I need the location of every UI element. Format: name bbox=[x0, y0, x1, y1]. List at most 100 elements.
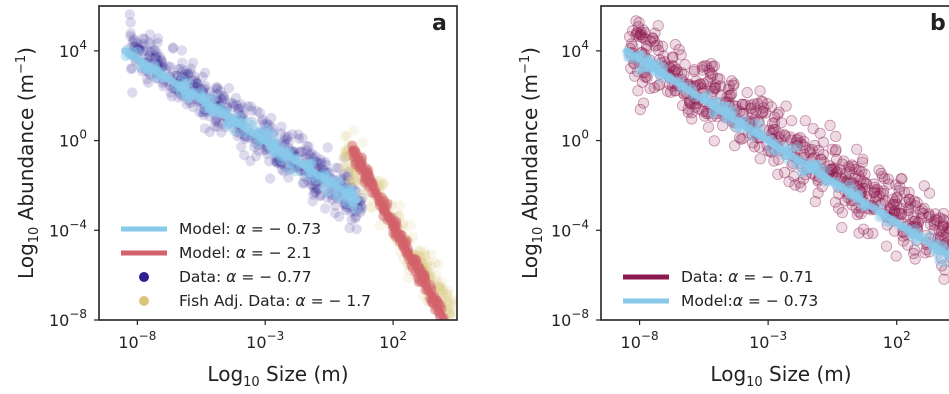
data-point bbox=[881, 241, 891, 251]
legend-entry-label: Model:α = − 0.73 bbox=[681, 292, 818, 310]
data-point bbox=[342, 131, 352, 141]
data-point bbox=[638, 33, 648, 43]
model-point bbox=[208, 92, 218, 102]
data-point bbox=[857, 157, 867, 167]
legend-entry-label: Fish Adj. Data: α = − 1.7 bbox=[179, 292, 371, 310]
data-point bbox=[808, 123, 818, 133]
data-point bbox=[891, 251, 901, 261]
data-point bbox=[831, 131, 841, 141]
y-tick-label: 10−4 bbox=[551, 217, 589, 240]
data-point bbox=[302, 145, 312, 155]
data-point bbox=[406, 220, 416, 230]
data-point bbox=[784, 177, 794, 187]
data-point bbox=[683, 107, 693, 117]
data-point bbox=[796, 182, 806, 192]
data-point bbox=[212, 82, 222, 92]
data-point bbox=[699, 111, 709, 121]
data-point bbox=[869, 182, 879, 192]
data-point bbox=[837, 222, 847, 232]
data-point bbox=[755, 86, 765, 96]
x-tick-label: 102 bbox=[379, 329, 407, 352]
data-point bbox=[426, 261, 436, 271]
panel-b-legend: Data: α = − 0.71 Model:α = − 0.73 bbox=[623, 268, 818, 310]
data-point bbox=[786, 116, 796, 126]
data-point bbox=[837, 207, 847, 217]
data-point bbox=[449, 320, 459, 330]
data-point bbox=[709, 136, 719, 146]
data-point bbox=[344, 223, 354, 233]
x-tick-label: 10−8 bbox=[621, 329, 659, 352]
data-point bbox=[756, 96, 766, 106]
legend-entry-label: Model: α = − 2.1 bbox=[179, 244, 311, 262]
panel-a-y-axis-title: Log10 Abundance (m−1) bbox=[14, 47, 42, 279]
y-tick-label: 104 bbox=[561, 38, 589, 61]
data-point bbox=[650, 41, 660, 51]
model-point bbox=[321, 188, 331, 198]
y-tick-label: 10−4 bbox=[49, 217, 87, 240]
data-point bbox=[200, 123, 210, 133]
data-point bbox=[395, 200, 405, 210]
data-point bbox=[769, 156, 779, 166]
data-point bbox=[773, 169, 783, 179]
data-point bbox=[200, 68, 210, 78]
panel-b-label: b bbox=[930, 11, 946, 36]
data-point bbox=[827, 144, 837, 154]
data-point bbox=[742, 87, 752, 97]
panel-b-x-axis-title: Log10 Size (m) bbox=[710, 362, 851, 390]
data-point bbox=[653, 21, 663, 31]
y-tick-label: 10−8 bbox=[551, 307, 589, 330]
data-point bbox=[127, 87, 137, 97]
data-point bbox=[896, 204, 906, 214]
data-point bbox=[810, 196, 820, 206]
data-point bbox=[703, 122, 713, 132]
data-point bbox=[323, 142, 333, 152]
data-point bbox=[830, 197, 840, 207]
data-point bbox=[447, 323, 457, 333]
panel-b-y-ticks: 10−8 10−4 100 104 bbox=[551, 38, 601, 330]
data-point bbox=[226, 97, 236, 107]
data-point bbox=[781, 101, 791, 111]
data-point bbox=[740, 100, 750, 110]
data-point bbox=[168, 42, 178, 52]
data-point bbox=[852, 144, 862, 154]
data-point bbox=[357, 137, 367, 147]
data-point bbox=[800, 116, 810, 126]
data-point bbox=[670, 39, 680, 49]
model-point bbox=[792, 142, 802, 152]
data-point bbox=[755, 154, 765, 164]
x-tick-label: 10−3 bbox=[246, 329, 284, 352]
data-point bbox=[126, 28, 136, 38]
data-point bbox=[420, 251, 430, 261]
data-point bbox=[874, 165, 884, 175]
data-point bbox=[634, 17, 644, 27]
data-point bbox=[224, 83, 234, 93]
data-point bbox=[308, 196, 318, 206]
data-point bbox=[125, 9, 135, 19]
data-point bbox=[173, 64, 183, 74]
data-point bbox=[863, 229, 873, 239]
data-point bbox=[330, 208, 340, 218]
data-point bbox=[883, 174, 893, 184]
panel-b-y-axis-title: Log10 Abundance (m−1) bbox=[518, 47, 546, 279]
data-point bbox=[899, 187, 909, 197]
data-point bbox=[320, 203, 330, 213]
y-tick-label: 100 bbox=[561, 128, 589, 151]
panel-a-label: a bbox=[432, 11, 447, 36]
data-point bbox=[906, 198, 916, 208]
data-point bbox=[689, 65, 699, 75]
data-point bbox=[635, 104, 645, 114]
data-point bbox=[919, 181, 929, 191]
data-point bbox=[854, 171, 864, 181]
legend-entry-label: Data: α = − 0.71 bbox=[681, 268, 814, 286]
data-point bbox=[925, 219, 935, 229]
data-point bbox=[145, 29, 155, 39]
data-point bbox=[127, 63, 137, 73]
model-point bbox=[263, 127, 273, 137]
data-point bbox=[723, 84, 733, 94]
model-point bbox=[755, 120, 765, 130]
y-tick-label: 100 bbox=[59, 128, 87, 151]
